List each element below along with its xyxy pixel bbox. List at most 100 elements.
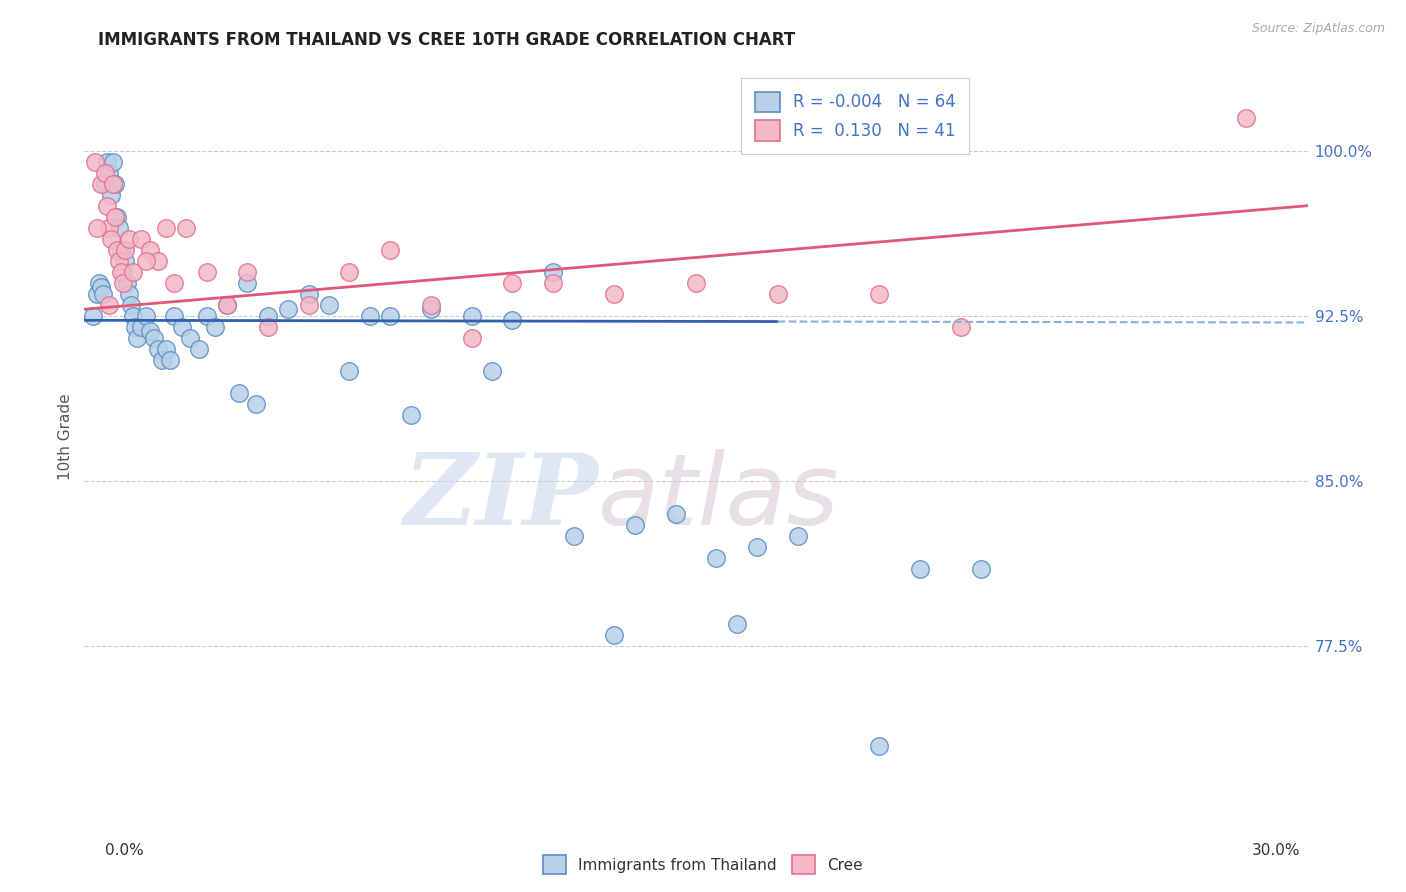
Point [155,220,177,235]
Point [624,518,647,533]
Point [122,309,145,323]
Point [108,253,131,268]
Point [83,154,105,169]
Point [766,286,789,301]
Point [155,342,177,356]
Point [163,276,186,290]
Point [97,220,120,235]
Point [298,286,321,301]
Point [108,220,131,235]
Point [138,243,160,257]
Point [135,253,157,268]
Point [97,298,120,312]
Point [101,177,124,191]
Point [146,342,169,356]
Point [359,309,381,323]
Point [869,286,891,301]
Point [543,265,565,279]
Point [112,276,135,290]
Point [420,302,443,317]
Point [114,243,136,257]
Point [195,309,218,323]
Point [97,166,120,180]
Point [685,276,707,290]
Point [339,265,361,279]
Text: 30.0%: 30.0% [1253,843,1301,858]
Point [104,210,127,224]
Point [110,265,132,279]
Point [380,243,402,257]
Y-axis label: 10th Grade: 10th Grade [58,393,73,481]
Point [138,324,160,338]
Point [195,265,218,279]
Point [706,551,728,566]
Point [603,286,626,301]
Text: IMMIGRANTS FROM THAILAND VS CREE 10TH GRADE CORRELATION CHART: IMMIGRANTS FROM THAILAND VS CREE 10TH GR… [98,31,796,49]
Point [93,166,115,180]
Point [217,298,239,312]
Point [461,309,484,323]
Point [131,319,153,334]
Point [257,319,280,334]
Point [179,331,201,345]
Point [104,177,127,191]
Point [87,276,110,290]
Point [277,302,299,317]
Point [105,243,128,257]
Point [114,253,136,268]
Point [122,265,145,279]
Point [318,298,340,312]
Point [146,253,169,268]
Point [787,529,810,543]
Point [869,739,891,753]
Point [174,220,197,235]
Point [118,286,141,301]
Point [159,353,181,368]
Point [118,232,141,246]
Point [124,319,146,334]
Point [131,232,153,246]
Point [100,187,122,202]
Point [217,298,239,312]
Point [236,265,259,279]
Point [142,331,165,345]
Point [562,529,585,543]
Point [204,319,226,334]
Point [725,617,748,632]
Text: 0.0%: 0.0% [105,843,145,858]
Point [120,298,142,312]
Point [747,541,769,555]
Text: atlas: atlas [598,449,839,546]
Point [461,331,484,345]
Point [172,319,194,334]
Point [228,386,250,401]
Point [502,313,524,327]
Point [93,177,115,191]
Legend: Immigrants from Thailand, Cree: Immigrants from Thailand, Cree [537,849,869,880]
Point [1236,111,1258,125]
Point [420,298,443,312]
Point [110,243,132,257]
Point [90,177,112,191]
Text: Source: ZipAtlas.com: Source: ZipAtlas.com [1251,22,1385,36]
Point [105,210,128,224]
Point [86,286,108,301]
Point [603,628,626,642]
Point [380,309,402,323]
Point [135,309,157,323]
Point [96,154,118,169]
Point [502,276,524,290]
Point [91,286,114,301]
Point [86,220,108,235]
Point [90,280,112,294]
Point [101,154,124,169]
Point [115,276,138,290]
Point [399,408,422,422]
Text: ZIP: ZIP [404,449,598,545]
Point [910,562,932,576]
Point [481,364,503,378]
Point [236,276,259,290]
Point [950,319,973,334]
Point [96,199,118,213]
Point [187,342,209,356]
